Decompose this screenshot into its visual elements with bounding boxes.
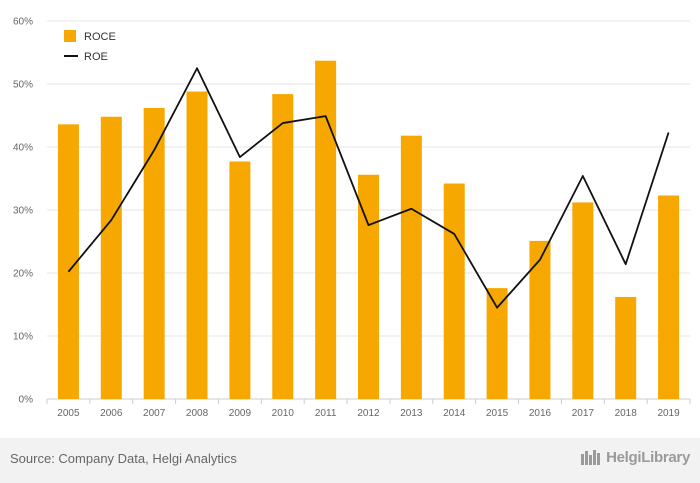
x-tick-label: 2019 [657, 408, 680, 419]
bar-roce [358, 174, 379, 399]
legend-swatch-roce [64, 30, 76, 42]
bar-roce [658, 195, 680, 399]
bar-roce [572, 202, 594, 399]
library-icon [581, 450, 601, 465]
x-tick-label: 2015 [486, 408, 509, 419]
brand-logo: HelgiLibrary [580, 448, 690, 466]
bar-roce [57, 124, 79, 399]
bar-roce [315, 60, 337, 399]
legend-label-roe: ROE [84, 51, 108, 63]
y-tick-label: 20% [13, 269, 33, 280]
bar-roce [229, 161, 251, 399]
y-tick-label: 30% [13, 206, 33, 217]
bar-roce [143, 107, 165, 399]
bar-roce [443, 183, 465, 399]
brand-name: HelgiLibrary [606, 448, 690, 466]
bar-roce [486, 288, 508, 399]
x-tick-label: 2009 [229, 408, 252, 419]
x-tick-label: 2005 [57, 408, 80, 419]
bar-roce [615, 296, 637, 399]
x-tick-label: 2008 [186, 408, 209, 419]
x-tick-label: 2012 [357, 408, 380, 419]
y-tick-label: 0% [19, 395, 34, 406]
y-tick-label: 60% [13, 17, 33, 28]
x-tick-label: 2014 [443, 408, 466, 419]
x-tick-label: 2010 [272, 408, 295, 419]
x-tick-label: 2011 [315, 408, 337, 419]
footer: Source: Company Data, Helgi Analytics He… [0, 438, 700, 483]
bar-roce [529, 240, 551, 399]
bar-roce [400, 135, 422, 399]
y-tick-label: 10% [13, 332, 33, 343]
x-tick-label: 2013 [400, 408, 423, 419]
x-tick-label: 2017 [572, 408, 595, 419]
x-tick-label: 2018 [615, 408, 638, 419]
x-tick-label: 2007 [143, 408, 166, 419]
source-text: Source: Company Data, Helgi Analytics [10, 451, 237, 466]
y-tick-label: 50% [13, 80, 33, 91]
legend-label-roce: ROCE [84, 31, 116, 43]
x-tick-label: 2016 [529, 408, 552, 419]
bar-roce [272, 94, 294, 399]
x-tick-label: 2006 [100, 408, 123, 419]
chart: 0% 10% 20% 30% 40% 50% 60% 2005 2006 2007 2008 2009… [13, 17, 691, 419]
bar-roce [186, 91, 208, 399]
bar-roce [100, 116, 122, 399]
y-tick-label: 40% [13, 143, 33, 154]
